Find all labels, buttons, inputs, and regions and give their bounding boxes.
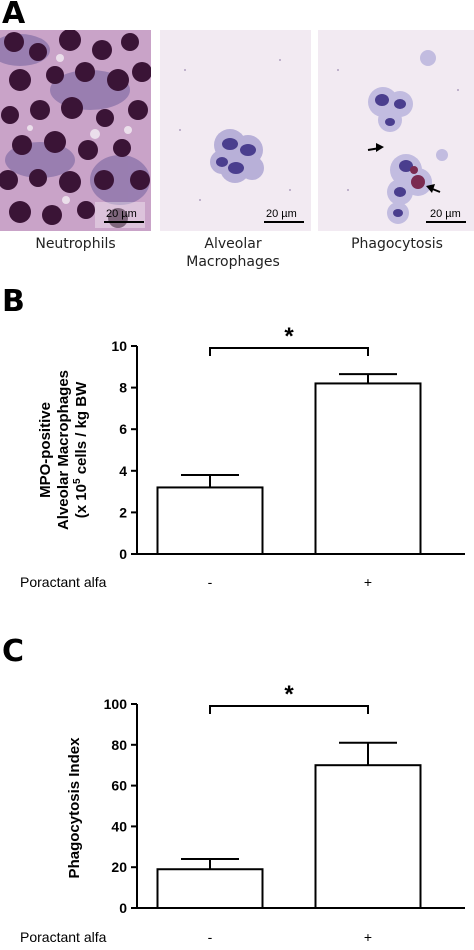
- chart-b-ytick-label: 10: [111, 338, 127, 354]
- caption-alveolar-macrophages: Alveolar Macrophages: [186, 236, 280, 270]
- caption-neutrophils: Neutrophils: [35, 236, 116, 252]
- chart-phagocytosis-index: 0 20 40 60 80 100 - + * Poractant alfa Phagocytosi…: [20, 681, 465, 945]
- chart-b-ytick-label: 2: [119, 504, 127, 520]
- chart-c-ytick-label: 40: [111, 818, 127, 834]
- panel-c-letter: C: [2, 634, 25, 669]
- chart-c-ytick-label: 80: [111, 737, 127, 753]
- chart-c-xlabel: Poractant alfa: [20, 929, 107, 945]
- neutrophils-scale-bar: [104, 221, 144, 223]
- chart-b-bar-1: [314, 382, 422, 555]
- chart-b-ytick-label: 8: [119, 380, 127, 396]
- chart-b-significance-star: *: [284, 323, 294, 350]
- chart-c-significance-star: *: [284, 681, 294, 708]
- phagocytosis-scale-label: 20 µm: [430, 208, 461, 220]
- chart-c-significance-bracket: [209, 705, 369, 714]
- chart-b-ylabel-line3: (x 105 cells / kg BW: [72, 381, 90, 518]
- neutrophils-scale-label: 20 µm: [106, 208, 137, 220]
- alveolar-macrophages-micrograph: [160, 30, 311, 231]
- chart-b-ylabel-line2: Alveolar Macrophages: [55, 370, 72, 530]
- chart-b-ytick-label: 0: [119, 546, 127, 562]
- panel-a-letter: A: [2, 0, 26, 31]
- chart-mpo-macrophages: 0 2 4 6 8 10 - + * Poractant alfa MPO-positive Alve…: [20, 323, 465, 590]
- chart-c-bar-1: [314, 764, 422, 909]
- chart-b-xlabel: Poractant alfa: [20, 574, 107, 590]
- caption-phagocytosis: Phagocytosis: [351, 236, 443, 252]
- chart-b-significance-bracket: [209, 347, 369, 356]
- chart-c-category-label-1: +: [364, 929, 372, 945]
- chart-b-ytick-label: 4: [119, 463, 127, 479]
- chart-c-ytick-label: 20: [111, 859, 127, 875]
- chart-c-ytick-label: 0: [119, 900, 127, 916]
- chart-c-ytick-label: 100: [104, 696, 128, 712]
- macrophages-scale-label: 20 µm: [266, 208, 297, 220]
- chart-c-bar-0: [156, 868, 264, 910]
- chart-b-category-label-0: -: [208, 574, 213, 590]
- phagocytosis-micrograph: [318, 30, 474, 231]
- chart-b-bar-0: [156, 486, 264, 555]
- panel-b-letter: B: [2, 284, 25, 319]
- neutrophils-micrograph: [0, 30, 151, 231]
- chart-c-category-label-0: -: [208, 929, 213, 945]
- chart-c-ylabel: Phagocytosis Index: [66, 737, 83, 879]
- chart-b-ylabel-line1: MPO-positive: [37, 402, 54, 498]
- macrophages-scale-bar: [264, 221, 304, 223]
- chart-b-ytick-label: 6: [119, 421, 127, 437]
- chart-b-ylabel: MPO-positive Alveolar Macrophages (x 105 c…: [37, 370, 90, 530]
- chart-b-category-label-1: +: [364, 574, 372, 590]
- chart-c-ytick-label: 60: [111, 778, 127, 794]
- phagocytosis-scale-bar: [426, 221, 466, 223]
